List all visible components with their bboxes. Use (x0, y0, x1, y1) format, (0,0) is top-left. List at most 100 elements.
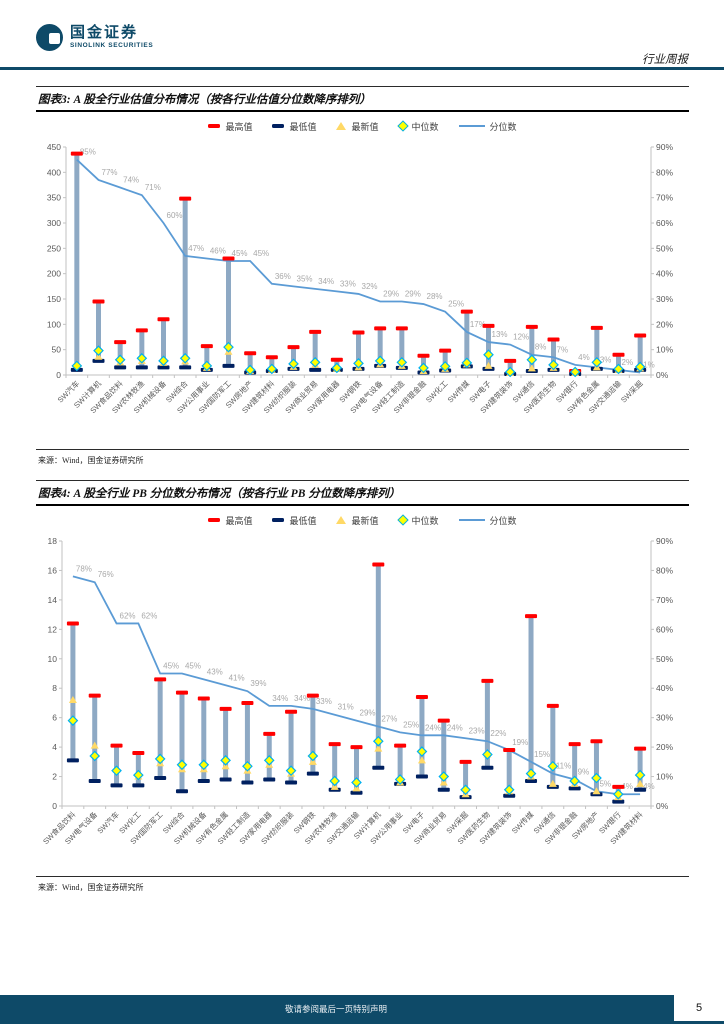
svg-text:19%: 19% (512, 738, 528, 747)
svg-text:36%: 36% (275, 272, 291, 281)
svg-text:10%: 10% (656, 772, 673, 782)
svg-text:SW传媒: SW传媒 (509, 809, 536, 836)
svg-text:4: 4 (52, 742, 57, 752)
brand-name-en: SINOLINK SECURITIES (70, 42, 154, 50)
min-swatch-icon (272, 518, 285, 522)
legend-latest-label: 最新值 (351, 515, 379, 526)
latest-swatch-icon (336, 516, 347, 524)
svg-text:30%: 30% (656, 713, 673, 723)
legend-min-label: 最低值 (289, 121, 317, 132)
svg-text:6: 6 (52, 713, 57, 723)
svg-text:46%: 46% (210, 246, 226, 255)
legend-item-max: 最高值 (208, 514, 252, 527)
svg-text:SW传媒: SW传媒 (445, 378, 472, 405)
svg-text:90%: 90% (656, 536, 673, 546)
max-swatch-icon (208, 518, 221, 522)
median-swatch-icon (396, 120, 409, 132)
svg-text:24%: 24% (425, 723, 441, 732)
svg-text:33%: 33% (340, 279, 356, 288)
svg-text:90%: 90% (656, 142, 673, 152)
svg-text:35%: 35% (297, 274, 313, 283)
svg-text:40%: 40% (656, 683, 673, 693)
svg-text:200: 200 (47, 269, 61, 279)
svg-text:450: 450 (47, 142, 61, 152)
svg-text:SW汽车: SW汽车 (95, 809, 122, 836)
legend-percentile-label: 分位数 (489, 515, 517, 526)
svg-text:74%: 74% (123, 176, 139, 185)
legend-item-median: 中位数 (396, 514, 439, 527)
figure-4: 图表4: A 股全行业 PB 分位数分布情况（按各行业 PB 分位数降序排列） … (36, 480, 689, 899)
percentile-swatch-icon (458, 518, 485, 522)
legend-item-median: 中位数 (396, 120, 439, 133)
svg-text:100: 100 (47, 319, 61, 329)
figure3-top-rule (36, 86, 689, 87)
svg-text:11%: 11% (556, 762, 571, 771)
svg-text:0: 0 (52, 801, 57, 811)
svg-text:12: 12 (48, 624, 58, 634)
svg-text:45%: 45% (253, 249, 269, 258)
svg-text:20%: 20% (656, 742, 673, 752)
svg-text:0%: 0% (656, 801, 669, 811)
figure4-bottom-rule (36, 876, 689, 877)
svg-text:30%: 30% (656, 294, 673, 304)
svg-text:SW化工: SW化工 (423, 378, 450, 405)
svg-text:85%: 85% (80, 148, 96, 157)
svg-text:45%: 45% (232, 249, 248, 258)
report-type-label: 行业周报 (642, 54, 688, 66)
svg-text:50%: 50% (656, 243, 673, 253)
legend-max-label: 最高值 (225, 515, 253, 526)
svg-text:25%: 25% (448, 300, 464, 309)
legend-item-latest: 最新值 (336, 120, 379, 133)
svg-text:350: 350 (47, 193, 61, 203)
figure4-top-rule (36, 480, 689, 481)
median-swatch-icon (396, 514, 409, 526)
svg-text:250: 250 (47, 243, 61, 253)
svg-text:45%: 45% (185, 662, 201, 671)
svg-text:60%: 60% (656, 218, 673, 228)
svg-text:62%: 62% (120, 611, 136, 620)
svg-text:12%: 12% (513, 333, 529, 342)
pe-valuation-distribution-chart: 0 50 100 150 200 250 300 350 400 450 0% 10% 20% 30% 40… (47, 142, 674, 415)
svg-text:45%: 45% (163, 662, 179, 671)
svg-text:300: 300 (47, 218, 61, 228)
svg-text:34%: 34% (272, 694, 288, 703)
brand-name-cn: 国金证券 (70, 24, 139, 42)
legend-item-max: 最高值 (208, 120, 252, 133)
svg-text:60%: 60% (167, 211, 183, 220)
legend-item-percentile: 分位数 (458, 514, 517, 527)
figure3-legend: 最高值 最低值 最新值 中位数 分位数 (36, 119, 689, 133)
legend-percentile-label: 分位数 (489, 121, 517, 132)
pb-percentile-distribution-chart: 0 2 4 6 8 10 12 14 16 18 0% 10% 20% 30% 40% 50% 60% 70% 80… (40, 536, 673, 846)
latest-swatch-icon (336, 122, 347, 130)
svg-text:77%: 77% (102, 168, 118, 177)
svg-text:9%: 9% (578, 768, 590, 777)
svg-text:80%: 80% (656, 167, 673, 177)
svg-text:60%: 60% (656, 624, 673, 634)
svg-text:SW采掘: SW采掘 (618, 378, 644, 404)
percentile-swatch-icon (458, 124, 485, 128)
figure3-bottom-rule (36, 449, 689, 450)
svg-text:78%: 78% (76, 564, 92, 573)
svg-text:10: 10 (48, 654, 58, 664)
svg-text:5%: 5% (599, 779, 611, 788)
legend-item-latest: 最新值 (336, 514, 379, 527)
max-swatch-icon (208, 124, 221, 128)
svg-text:14: 14 (48, 595, 58, 605)
header-brand: 国金证券 SINOLINK SECURITIES (36, 24, 153, 51)
svg-text:31%: 31% (338, 703, 354, 712)
svg-text:17%: 17% (470, 320, 486, 329)
figure3-source: 来源：Wind，国金证券研究所 (38, 456, 144, 465)
svg-text:80%: 80% (656, 565, 673, 575)
svg-text:32%: 32% (362, 282, 378, 291)
sinolink-logo-icon (36, 24, 63, 51)
svg-text:41%: 41% (229, 673, 245, 682)
svg-text:29%: 29% (383, 290, 399, 299)
svg-text:43%: 43% (207, 667, 223, 676)
footer-disclaimer: 敬请参阅最后一页特别声明 (284, 1004, 387, 1014)
svg-text:18: 18 (48, 536, 58, 546)
legend-latest-label: 最新值 (351, 121, 379, 132)
svg-text:22%: 22% (490, 729, 506, 738)
svg-text:50%: 50% (656, 654, 673, 664)
svg-text:16: 16 (48, 565, 58, 575)
svg-text:29%: 29% (405, 290, 421, 299)
